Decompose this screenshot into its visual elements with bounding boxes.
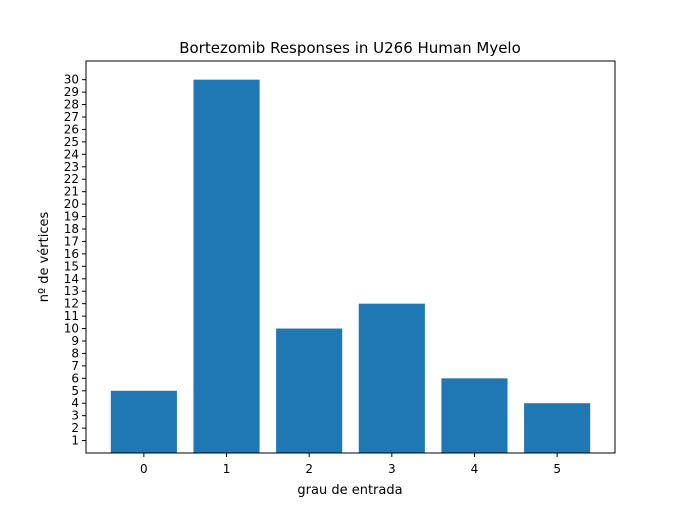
y-tick-label: 21 <box>64 185 79 199</box>
bar-1 <box>193 79 260 454</box>
x-tick-label: 3 <box>388 462 396 476</box>
chart-title: Bortezomib Responses in U266 Human Myelo <box>179 39 521 57</box>
y-tick-label: 15 <box>64 259 79 273</box>
y-tick-label: 16 <box>64 247 79 261</box>
y-tick-label: 30 <box>64 73 79 87</box>
y-tick-label: 5 <box>71 384 79 398</box>
y-tick-label: 1 <box>71 434 79 448</box>
y-tick-label: 3 <box>71 409 79 423</box>
y-axis: 1234567891011121314151617181920212223242… <box>64 73 86 448</box>
y-tick-label: 17 <box>64 234 79 248</box>
y-tick-label: 9 <box>71 334 79 348</box>
y-axis-title: nº de vértices <box>37 212 52 303</box>
y-tick-label: 13 <box>64 284 79 298</box>
y-tick-label: 28 <box>64 98 79 112</box>
x-axis: 0 1 2 3 4 5 <box>140 453 561 476</box>
y-tick-label: 2 <box>71 421 79 435</box>
y-tick-label: 19 <box>64 210 79 224</box>
x-tick-label: 0 <box>140 462 148 476</box>
x-tick-label: 4 <box>471 462 479 476</box>
y-tick-label: 6 <box>71 371 79 385</box>
y-tick-label: 8 <box>71 346 79 360</box>
bar-3 <box>358 303 425 453</box>
x-tick-label: 1 <box>223 462 231 476</box>
y-tick-label: 27 <box>64 110 79 124</box>
y-tick-label: 14 <box>64 272 79 286</box>
bar-0 <box>110 390 177 453</box>
x-tick-label: 2 <box>305 462 313 476</box>
y-tick-label: 22 <box>64 172 79 186</box>
bars-group <box>110 79 591 454</box>
y-tick-label: 11 <box>64 309 79 323</box>
y-tick-label: 20 <box>64 197 79 211</box>
y-tick-label: 18 <box>64 222 79 236</box>
y-tick-label: 29 <box>64 85 79 99</box>
bar-5 <box>524 403 591 453</box>
plot-frame <box>85 60 616 454</box>
y-tick-label: 23 <box>64 160 79 174</box>
y-tick-label: 25 <box>64 135 79 149</box>
y-tick-label: 4 <box>71 396 79 410</box>
x-axis-title: grau de entrada <box>297 483 402 498</box>
y-tick-label: 12 <box>64 297 79 311</box>
x-tick-label: 5 <box>553 462 561 476</box>
y-tick-label: 24 <box>64 147 79 161</box>
y-tick-label: 26 <box>64 122 79 136</box>
bar-2 <box>276 328 343 453</box>
y-tick-label: 7 <box>71 359 79 373</box>
bar-4 <box>441 378 508 453</box>
y-tick-label: 10 <box>64 322 79 336</box>
